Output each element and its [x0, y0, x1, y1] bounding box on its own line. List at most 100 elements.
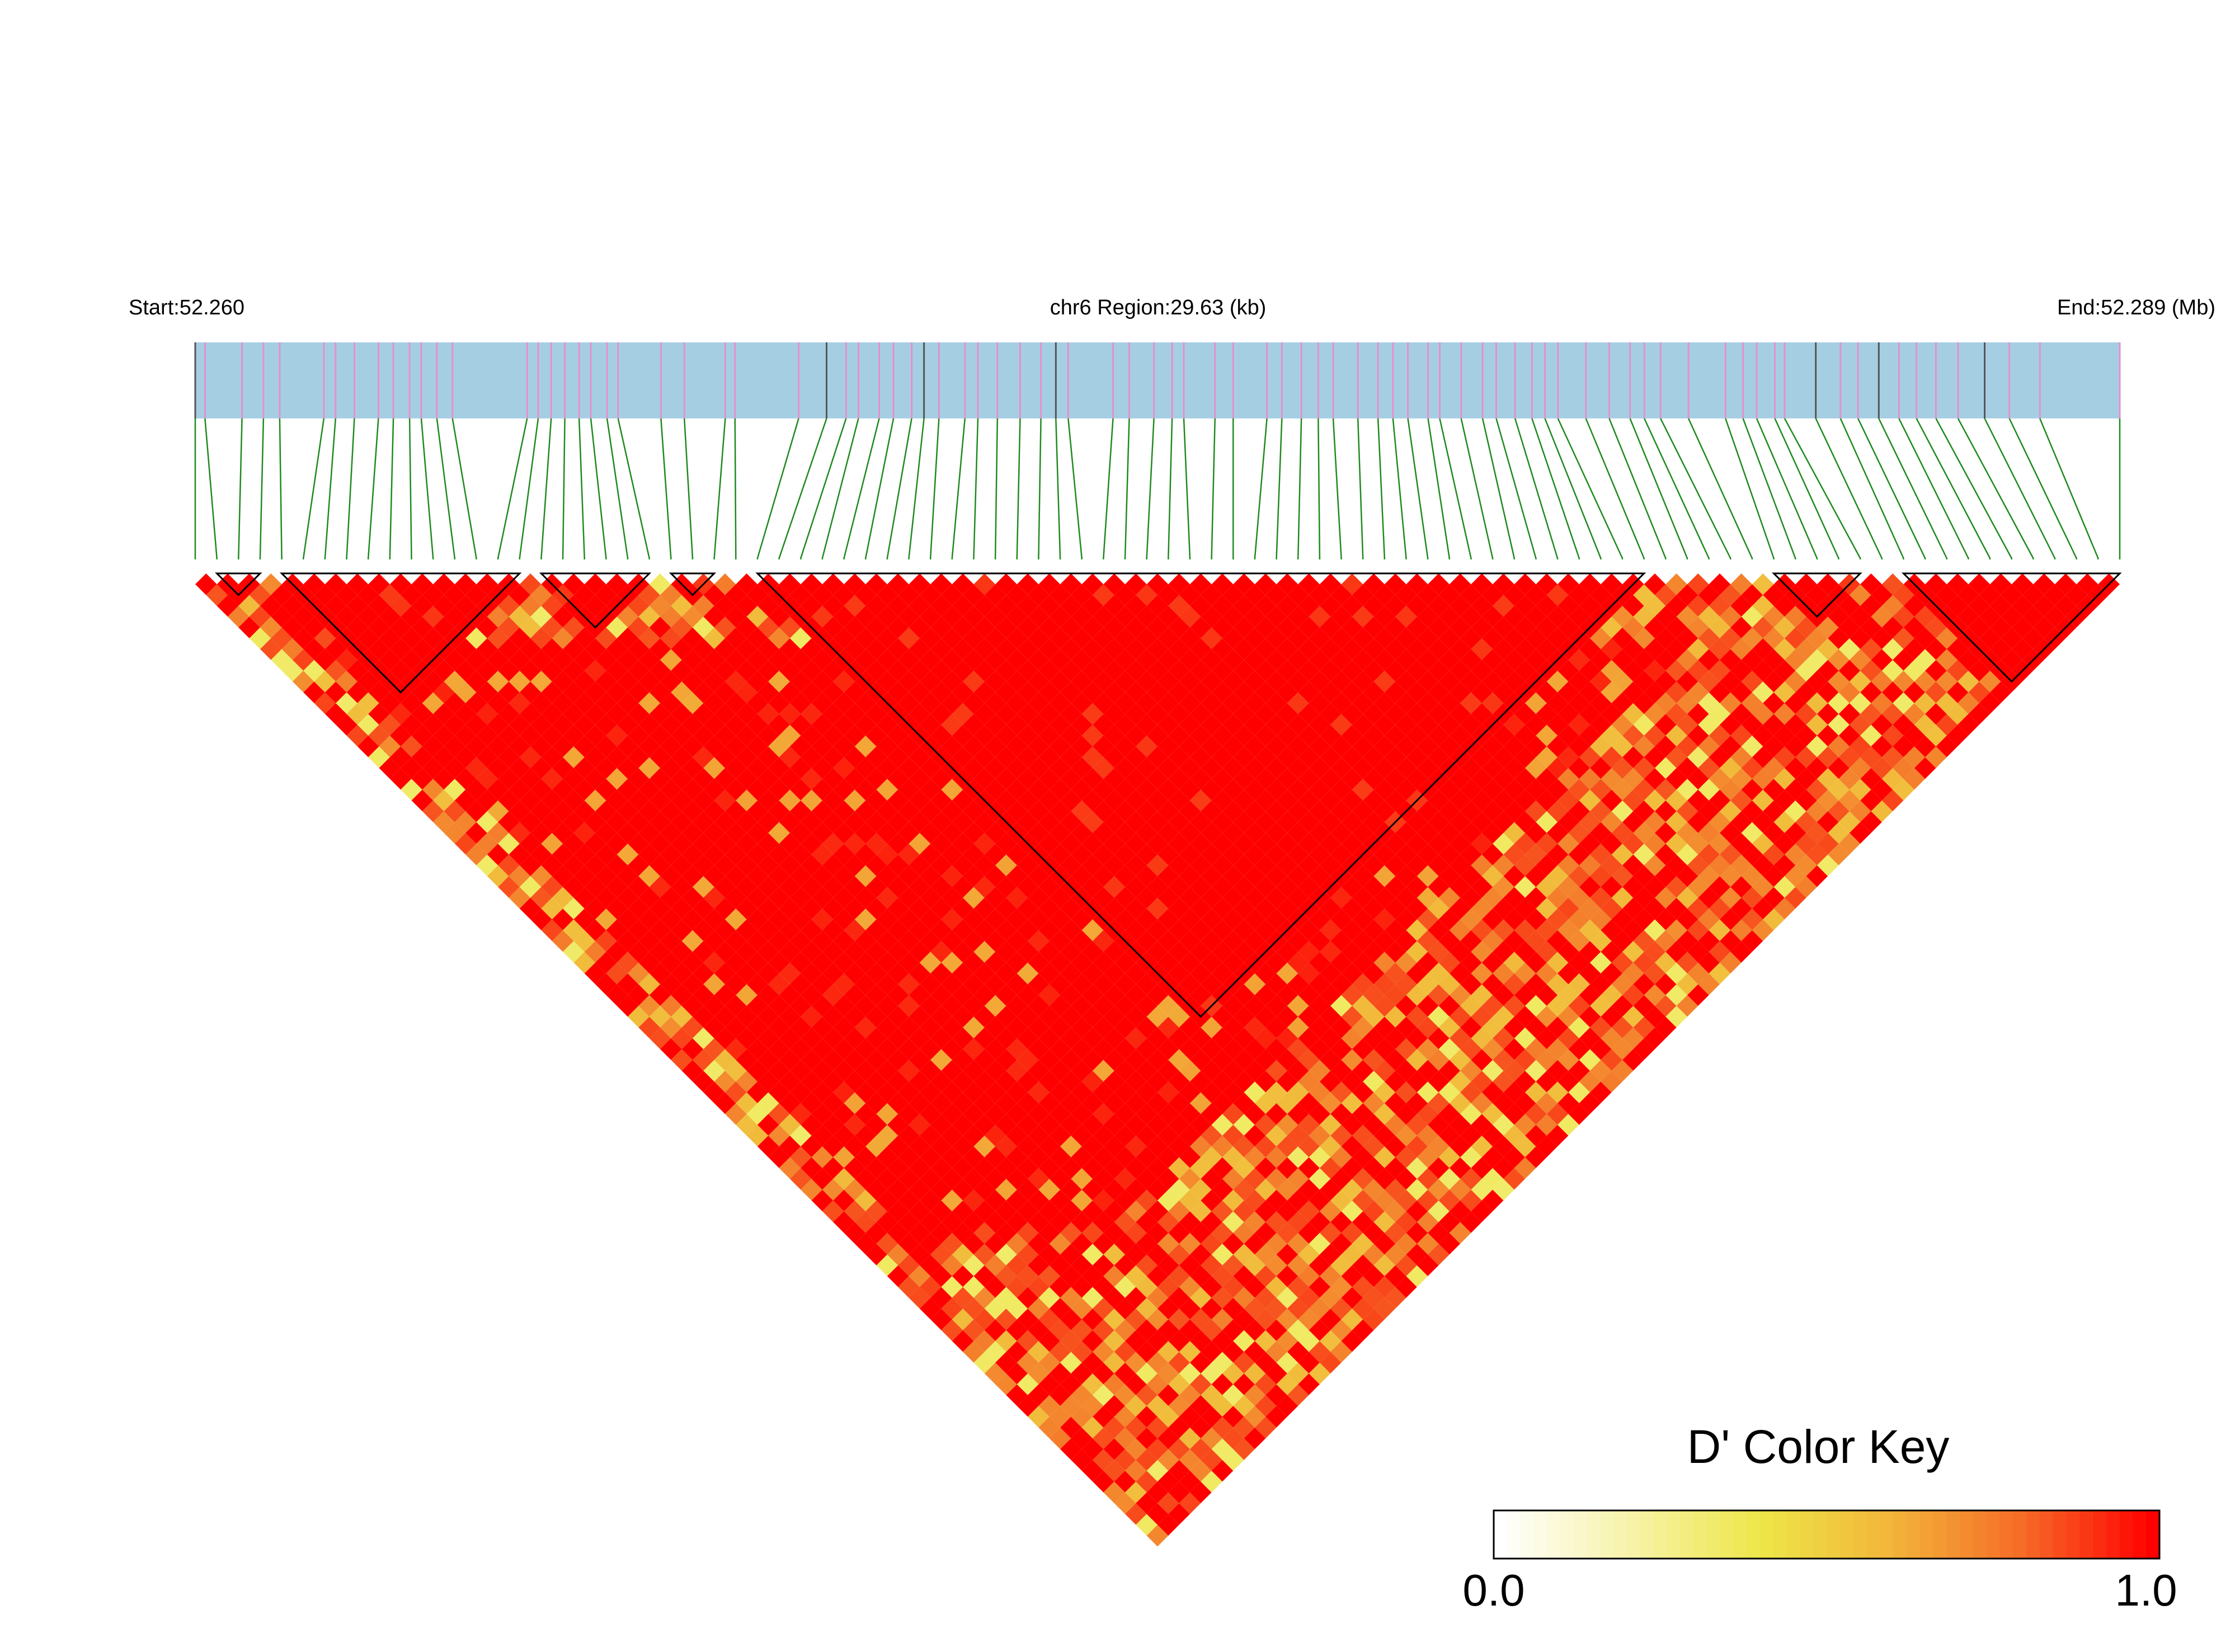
ld-cell	[1817, 832, 1839, 855]
ld-cell	[1233, 941, 1255, 963]
ld-cell	[606, 854, 628, 877]
ld-cell	[487, 865, 509, 887]
ld-cell	[1287, 1016, 1309, 1039]
ld-cell	[1665, 573, 1687, 595]
ld-cell	[833, 952, 855, 974]
ld-cell	[1460, 909, 1482, 930]
ld-cell	[1136, 973, 1158, 995]
ld-cell	[1017, 984, 1039, 1006]
ld-cell	[1319, 638, 1342, 660]
ld-cell	[984, 1276, 1006, 1298]
ld-cell	[1384, 1092, 1406, 1114]
ld-cell	[1676, 887, 1698, 909]
ld-cell	[854, 1232, 877, 1255]
ld-cell	[930, 724, 952, 747]
ld-cell	[1233, 703, 1255, 725]
ld-cell	[1719, 670, 1742, 693]
ld-cell	[1601, 919, 1623, 942]
ld-cell	[703, 1038, 725, 1060]
ld-cell	[995, 1352, 1017, 1374]
ld-cell	[1687, 746, 1709, 768]
ld-cell	[1471, 746, 1493, 768]
ld-cell	[898, 605, 920, 628]
ld-cell	[1752, 876, 1774, 898]
ld-cell	[973, 1222, 996, 1244]
ld-cell	[1363, 1309, 1385, 1330]
ld-cell	[1028, 649, 1050, 671]
ld-cell	[1103, 616, 1126, 638]
ld-cell	[368, 595, 390, 617]
ld-cell	[681, 800, 704, 822]
ld-cell	[1330, 1211, 1352, 1233]
ld-cell	[595, 973, 617, 995]
ld-cell	[801, 1027, 822, 1049]
ld-cell	[1244, 844, 1266, 865]
ld-cell	[1395, 909, 1417, 930]
ld-cell	[1752, 789, 1774, 812]
ld-cell	[1081, 1222, 1104, 1244]
ld-cell	[1168, 703, 1190, 725]
ld-cell	[1698, 930, 1720, 952]
ld-cell	[703, 627, 725, 649]
ld-cell	[919, 1124, 942, 1147]
ld-cell	[1546, 670, 1569, 693]
ld-cell	[1665, 876, 1687, 898]
ld-cell	[1730, 854, 1752, 877]
ld-cell	[1028, 1038, 1050, 1060]
ld-cell	[1406, 811, 1428, 833]
ld-cell	[1168, 1135, 1190, 1157]
ld-cell	[746, 800, 769, 822]
ld-cell	[822, 854, 844, 877]
ld-cell	[1449, 1135, 1471, 1157]
ld-cell	[1525, 995, 1547, 1017]
ld-cell	[1438, 1211, 1461, 1233]
ld-cell	[1244, 973, 1266, 995]
ld-cell	[1417, 930, 1439, 952]
ld-cell	[1049, 1103, 1071, 1125]
ld-cell	[595, 930, 617, 952]
ld-cell	[509, 800, 531, 822]
ld-cell	[1211, 962, 1234, 985]
ld-cell	[746, 649, 769, 671]
ld-cell	[1179, 1384, 1201, 1406]
ld-cell	[779, 724, 801, 747]
ld-cell	[844, 789, 866, 812]
ld-cell	[1579, 1049, 1601, 1071]
ld-cell	[1417, 865, 1439, 887]
ld-cell	[865, 1157, 887, 1179]
ld-cell	[1709, 941, 1731, 963]
ld-cell	[1081, 789, 1104, 812]
ld-cell	[1233, 1416, 1255, 1439]
ld-cell	[1125, 1179, 1147, 1201]
ld-cell	[519, 638, 542, 660]
ld-cell	[389, 638, 412, 660]
ld-cell	[952, 962, 974, 985]
ld-cell	[1265, 670, 1287, 693]
ld-cell	[1006, 1254, 1028, 1277]
ld-cell	[1233, 595, 1255, 617]
ld-cell	[1546, 930, 1569, 952]
ld-cell	[628, 746, 650, 768]
ld-cell	[1395, 714, 1417, 736]
ld-cell	[1222, 1103, 1244, 1125]
ld-cell	[1665, 660, 1687, 682]
ld-cell	[930, 616, 952, 638]
ld-cell	[898, 1189, 920, 1212]
ld-cell	[617, 909, 639, 930]
ld-cell	[1028, 973, 1050, 995]
ld-cell	[1168, 897, 1190, 920]
ld-cell	[746, 692, 769, 714]
ld-cell	[1201, 1384, 1222, 1406]
ld-cell	[779, 789, 801, 812]
ld-cell	[1665, 616, 1687, 638]
ld-cell	[1201, 1362, 1222, 1385]
ld-cell	[844, 832, 866, 855]
ld-cell	[1287, 1297, 1309, 1320]
ld-cell	[995, 616, 1017, 638]
ld-cell	[401, 779, 422, 801]
ld-cell	[1211, 941, 1234, 963]
ld-cell	[454, 832, 477, 855]
ld-cell	[1114, 1060, 1136, 1082]
ld-cell	[1319, 789, 1342, 812]
ld-cell	[509, 779, 531, 801]
